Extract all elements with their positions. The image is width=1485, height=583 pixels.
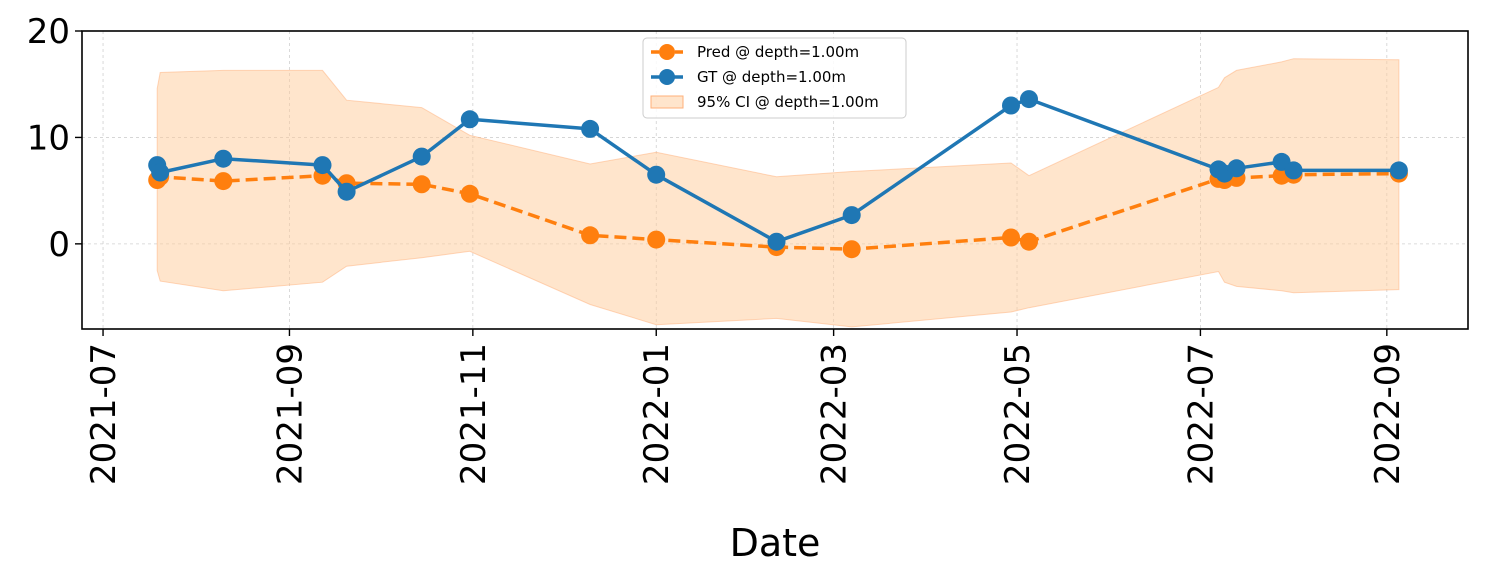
- gt-point: [151, 163, 170, 182]
- x-tick-label: 2022-03: [815, 343, 855, 485]
- gt-point: [1227, 159, 1246, 178]
- gt-point: [337, 182, 356, 201]
- gt-point: [313, 156, 332, 175]
- x-tick-label: 2022-07: [1181, 343, 1221, 485]
- pred-point: [647, 230, 666, 249]
- gt-point: [581, 119, 600, 138]
- pred-point: [412, 175, 431, 194]
- pred-point: [460, 184, 479, 203]
- tick-layer: 2021-07 2021-09 2021-11 2022-01 2022-03 2022-…: [27, 12, 1408, 485]
- legend-swatch-marker: [659, 69, 675, 85]
- legend-box: [642, 37, 907, 119]
- y-tick-label: 0: [48, 225, 70, 265]
- pred-point: [214, 172, 233, 191]
- gt-point: [1002, 96, 1020, 115]
- pred-point: [1002, 228, 1020, 247]
- ci-band: [156, 58, 1400, 328]
- y-tick-label: 10: [27, 118, 70, 158]
- x-tick-label: 2022-05: [998, 343, 1038, 485]
- gt-point: [214, 149, 233, 168]
- x-axis-title: Date: [730, 521, 821, 565]
- x-tick-label: 2021-07: [84, 343, 124, 485]
- x-tick-label: 2021-11: [454, 343, 494, 485]
- plot-frame: [81, 30, 1469, 330]
- gt-point: [1389, 161, 1408, 180]
- pred-point: [842, 240, 861, 259]
- legend-label: 95% CI @ depth=1.00m: [697, 93, 879, 111]
- ci-band-layer: [156, 58, 1400, 328]
- pred-point: [1020, 232, 1038, 251]
- series-layer: [148, 90, 1408, 259]
- gt-point: [460, 110, 479, 129]
- gt-point: [842, 206, 861, 225]
- legend: Pred @ depth=1.00m GT @ depth=1.00m 95% CI…: [642, 37, 907, 119]
- x-tick-label: 2021-09: [270, 343, 310, 485]
- legend-swatch-marker: [659, 44, 675, 60]
- legend-label: Pred @ depth=1.00m: [697, 43, 859, 61]
- y-tick-label: 20: [27, 12, 70, 52]
- gt-point: [767, 232, 786, 251]
- gt-point: [647, 165, 666, 184]
- legend-swatch-band: [650, 95, 684, 109]
- gt-point: [1284, 161, 1303, 180]
- gt-point: [1020, 90, 1038, 109]
- legend-label: GT @ depth=1.00m: [697, 68, 846, 86]
- pred-point: [581, 226, 600, 245]
- x-tick-label: 2022-01: [637, 343, 677, 485]
- x-tick-label: 2022-09: [1368, 343, 1408, 485]
- gt-point: [412, 147, 431, 166]
